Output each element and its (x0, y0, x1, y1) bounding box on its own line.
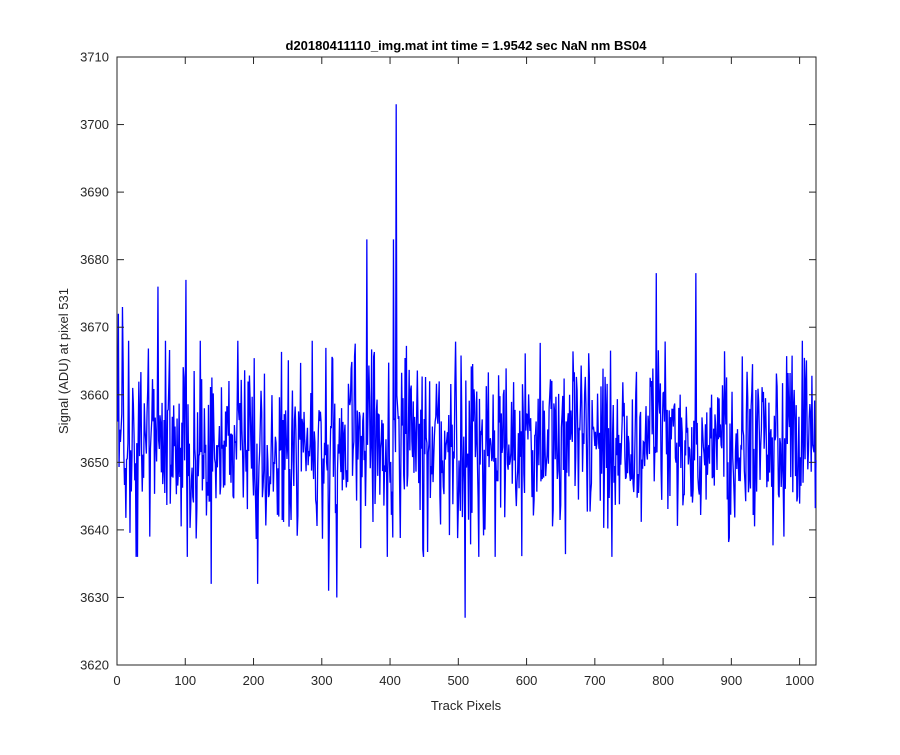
tick-layer: 0 100 200 300 400 500 600 700 800 900 1000 3620 3630… (80, 50, 816, 688)
chart-title: d20180411110_img.mat int time = 1.9542 s… (286, 38, 648, 53)
plot-area: 0 100 200 300 400 500 600 700 800 900 1000 3620 3630… (80, 50, 817, 688)
y-tick-label: 3630 (80, 590, 109, 605)
x-tick-label: 0 (113, 673, 120, 688)
y-tick-label: 3710 (80, 50, 109, 65)
y-tick-label: 3620 (80, 658, 109, 673)
y-tick-label: 3700 (80, 117, 109, 132)
x-tick-label: 1000 (785, 673, 814, 688)
x-tick-label: 700 (584, 673, 606, 688)
plot-frame (116, 56, 817, 666)
x-tick-label: 100 (174, 673, 196, 688)
y-tick-label: 3690 (80, 185, 109, 200)
x-tick-label: 600 (516, 673, 538, 688)
y-tick-label: 3660 (80, 387, 109, 402)
x-tick-label: 200 (243, 673, 265, 688)
x-tick-label: 900 (721, 673, 743, 688)
x-tick-label: 500 (447, 673, 469, 688)
y-tick-label: 3640 (80, 522, 109, 537)
y-tick-label: 3680 (80, 252, 109, 267)
x-tick-label: 400 (379, 673, 401, 688)
x-tick-label: 300 (311, 673, 333, 688)
y-tick-label: 3670 (80, 320, 109, 335)
y-tick-label: 3650 (80, 455, 109, 470)
y-axis-label: Signal (ADU) at pixel 531 (56, 288, 71, 434)
series-line (117, 104, 817, 618)
x-axis-label: Track Pixels (431, 698, 502, 713)
series-layer (117, 104, 817, 618)
x-tick-label: 800 (652, 673, 674, 688)
